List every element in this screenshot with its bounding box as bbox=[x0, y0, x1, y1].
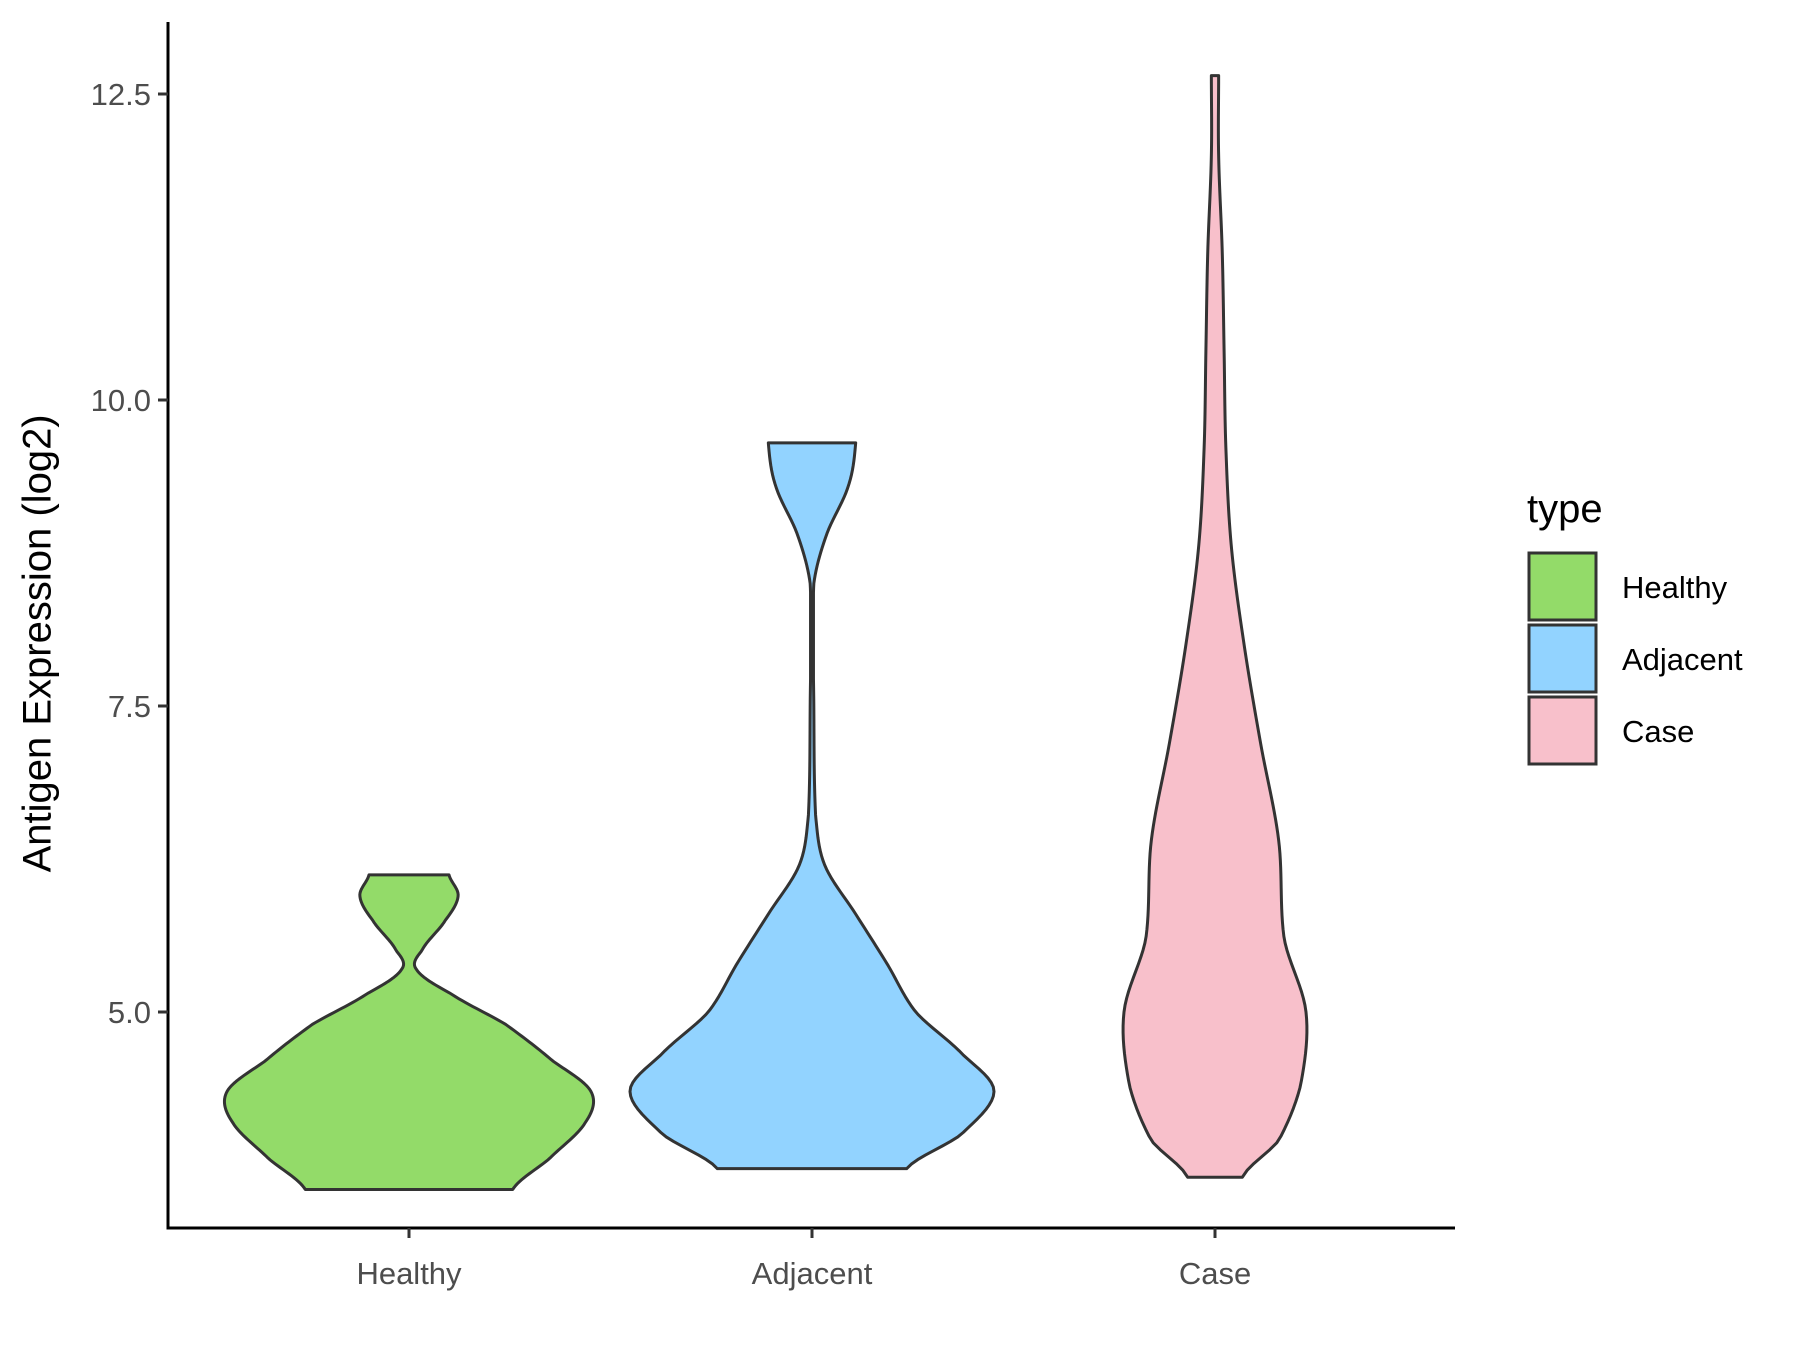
y-tick-label: 12.5 bbox=[91, 77, 151, 112]
violin-healthy bbox=[222, 873, 596, 1191]
violin-layer bbox=[222, 74, 1309, 1191]
y-tick-label: 10.0 bbox=[91, 383, 151, 418]
y-tick-label: 7.5 bbox=[108, 689, 151, 724]
legend-swatch-case bbox=[1527, 695, 1598, 766]
legend-swatch-adjacent bbox=[1527, 623, 1598, 694]
legend-label-case: Case bbox=[1622, 714, 1694, 749]
legend: type Healthy Adjacent Case bbox=[1527, 487, 1743, 766]
y-axis-ticks: 5.0 7.5 10.0 12.5 bbox=[91, 77, 168, 1030]
violin-case bbox=[1121, 74, 1309, 1179]
x-tick-label-adjacent: Adjacent bbox=[752, 1256, 873, 1291]
legend-label-healthy: Healthy bbox=[1622, 570, 1728, 605]
x-tick-label-case: Case bbox=[1179, 1256, 1251, 1291]
x-tick-label-healthy: Healthy bbox=[356, 1256, 462, 1291]
legend-items: Healthy Adjacent Case bbox=[1527, 551, 1743, 766]
legend-title: type bbox=[1527, 487, 1603, 531]
x-axis-ticks: Healthy Adjacent Case bbox=[356, 1228, 1251, 1291]
y-axis-title: Antigen Expression (log2) bbox=[16, 414, 60, 872]
y-tick-label: 5.0 bbox=[108, 995, 151, 1030]
legend-label-adjacent: Adjacent bbox=[1622, 642, 1743, 677]
legend-swatch-healthy bbox=[1527, 551, 1598, 622]
violin-adjacent bbox=[628, 441, 996, 1171]
